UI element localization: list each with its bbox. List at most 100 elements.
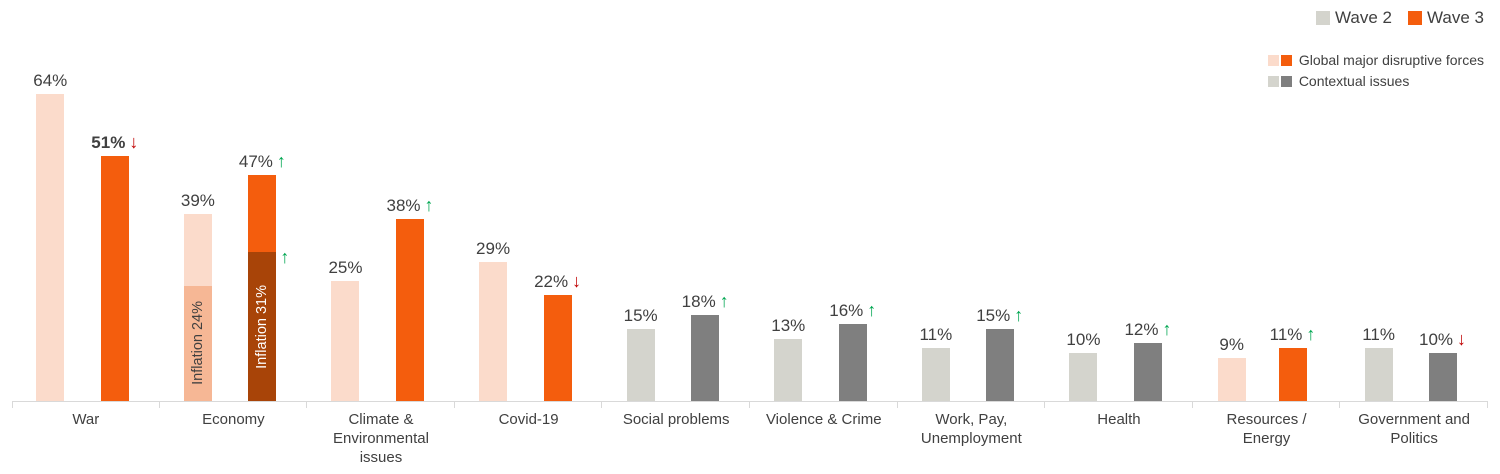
trend-up-icon: ↑ [276, 151, 286, 172]
palette-swatch [1280, 54, 1292, 66]
value-label: 22% ↓ [534, 272, 581, 292]
bar-column: 47% ↑ Inflation 31% ↑ [239, 152, 290, 401]
category-group: 64% 51% ↓ [12, 60, 160, 408]
trend-down-icon: ↓ [572, 271, 582, 292]
bar-column: 38% ↑ [386, 196, 434, 401]
palette-legend: Global major disruptive forces Contextual… [1267, 52, 1484, 89]
bar-column: 64% [33, 71, 67, 401]
plot-area: 64% 51% ↓ 39% Inflation 24% 47% ↑ Inflation 31%… [12, 60, 1488, 408]
category-label: Social problems [622, 411, 730, 428]
category-label: Resources / Energy [1226, 411, 1307, 447]
bar-column: 11% [919, 325, 952, 401]
wave3-bar [1133, 343, 1162, 401]
trend-up-icon: ↑ [424, 194, 434, 215]
value-text: 38% [386, 195, 421, 215]
trend-up-icon: ↑ [867, 300, 877, 321]
trend-down-icon: ↓ [129, 132, 139, 153]
wave2-bar [331, 281, 360, 401]
value-label: 16% ↑ [829, 301, 876, 321]
value-text: 51% [91, 133, 126, 153]
inflation-segment: Inflation 24% [183, 285, 212, 401]
wave2-bar: Inflation 24% [183, 213, 212, 401]
value-text: 13% [771, 315, 806, 335]
category-group: 13% 16% ↑ [750, 60, 898, 408]
category-group: 15% 18% ↑ [602, 60, 750, 408]
category-group: 10% 12% ↑ [1045, 60, 1193, 408]
value-label: 29% [476, 239, 510, 259]
palette-legend-item: Global major disruptive forces [1267, 52, 1484, 68]
value-label: 47% ↑ [239, 152, 286, 172]
category-label: Climate & Environmental issues [333, 411, 429, 466]
value-text: 18% [681, 291, 716, 311]
trend-down-icon: ↓ [1457, 329, 1467, 349]
bar-chart: 64% 51% ↓ 39% Inflation 24% 47% ↑ Inflation 31%… [12, 60, 1488, 467]
value-text: 15% [623, 306, 658, 325]
value-text: 22% [534, 272, 569, 292]
axis-tick [748, 402, 750, 408]
bar-column: 10% [1066, 330, 1100, 401]
value-label: 10% [1066, 330, 1100, 350]
wave2-bar [36, 93, 65, 401]
category-label: War [72, 411, 100, 428]
trend-up-icon: ↑ [719, 290, 729, 311]
wave2-bar [479, 261, 508, 401]
wave3-bar [396, 218, 424, 401]
value-label: 15% [624, 306, 658, 326]
bar-column: 10% ↓ [1419, 330, 1466, 401]
value-text: 16% [829, 301, 864, 321]
value-label: 38% ↑ [386, 196, 433, 216]
palette-swatch [1267, 75, 1279, 87]
value-label: 11% [1362, 325, 1395, 345]
category-label: Economy [202, 411, 265, 428]
wave2-bar [921, 348, 950, 401]
inflation-segment: Inflation 31% [248, 252, 277, 401]
bar-pair: 11% 10% ↓ [1362, 325, 1466, 401]
trend-up-icon: ↑ [280, 247, 290, 268]
value-text: 15% [976, 306, 1011, 325]
bar-pair: 15% 18% ↑ [624, 292, 729, 401]
inflation-label: Inflation 31% [254, 284, 271, 369]
axis-tick [1486, 402, 1488, 408]
value-label: 51% ↓ [91, 133, 138, 153]
wave3-bar [543, 295, 572, 401]
axis-tick [306, 402, 308, 408]
value-label: 64% [33, 71, 67, 91]
value-text: 10% [1066, 330, 1101, 349]
value-text: 47% [238, 152, 273, 172]
category-group: 25% 38% ↑ [307, 60, 455, 408]
axis-tick [896, 402, 898, 408]
value-text: 9% [1219, 334, 1244, 354]
category-group: 9% 11% ↑ [1193, 60, 1341, 408]
value-label: 13% [771, 316, 805, 336]
bar-column: 22% ↓ [534, 272, 581, 401]
axis-tick [158, 402, 160, 408]
category-label: Covid-19 [498, 411, 559, 428]
wave-legend: Wave 2 Wave 3 [1315, 8, 1484, 28]
bar-column: 29% [476, 239, 510, 401]
wave3-bar [1278, 348, 1307, 401]
bar-pair: 64% 51% ↓ [33, 71, 138, 401]
bar-pair: 11% 15% ↑ [919, 306, 1023, 401]
wave2-bar [626, 329, 655, 401]
value-text: 29% [476, 238, 511, 258]
trend-up-icon: ↑ [1306, 324, 1316, 345]
axis-tick [1044, 402, 1046, 408]
palette-swatch [1280, 75, 1292, 87]
palette-legend-item: Contextual issues [1267, 73, 1409, 89]
category-group: 29% 22% ↓ [455, 60, 603, 408]
wave2-bar [774, 338, 803, 401]
bar-column: 16% ↑ [829, 301, 876, 401]
category-group: 11% 15% ↑ [898, 60, 1046, 408]
category-label: Health [1097, 411, 1141, 428]
category-group: 11% 10% ↓ [1340, 60, 1488, 408]
trend-up-icon: ↑ [1162, 319, 1172, 340]
wave3-bar [1428, 353, 1457, 401]
value-text: 11% [1269, 325, 1303, 345]
value-text: 25% [328, 258, 363, 277]
inflation-label: Inflation 24% [189, 301, 206, 386]
category-axis: War Economy Climate & Environmental issues… [12, 402, 1488, 467]
value-text: 11% [919, 325, 953, 345]
axis-tick [453, 402, 455, 408]
palette-swatches [1267, 54, 1292, 66]
bar-pair: 39% Inflation 24% 47% ↑ Inflation 31% ↑ [181, 152, 290, 401]
